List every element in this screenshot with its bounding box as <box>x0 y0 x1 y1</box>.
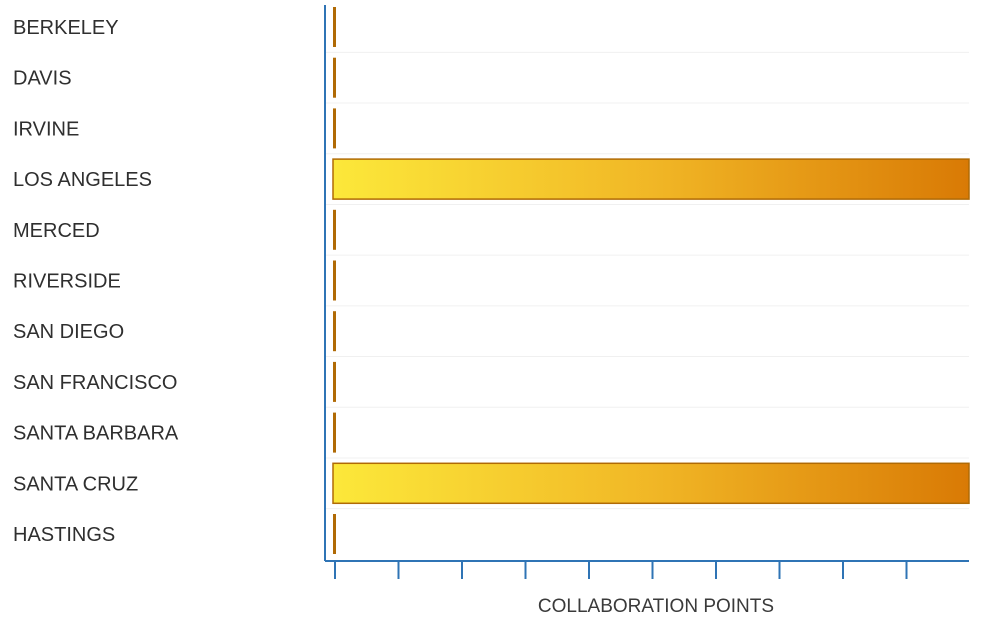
bar <box>332 158 970 200</box>
category-label: SANTA BARBARA <box>13 423 179 445</box>
x-axis-title: COLLABORATION POINTS <box>538 596 774 617</box>
gridlines <box>326 51 969 510</box>
bar <box>333 209 336 250</box>
bar <box>333 361 336 402</box>
bar <box>333 260 336 301</box>
bar <box>333 311 336 352</box>
category-label: HASTINGS <box>13 524 115 546</box>
category-label: SANTA CRUZ <box>13 473 138 495</box>
category-label: BERKELEY <box>13 17 119 39</box>
category-label: SAN FRANCISCO <box>13 372 177 394</box>
bar <box>333 7 336 47</box>
bar <box>332 462 970 505</box>
category-label: IRVINE <box>13 118 79 140</box>
bar <box>333 514 336 554</box>
bar <box>333 57 336 98</box>
category-label: RIVERSIDE <box>13 271 121 293</box>
category-label: SAN DIEGO <box>13 321 124 343</box>
category-label: LOS ANGELES <box>13 169 152 191</box>
category-label: MERCED <box>13 220 100 242</box>
bar <box>333 108 336 149</box>
category-label: DAVIS <box>13 68 72 90</box>
bars <box>332 7 970 554</box>
bar <box>333 412 336 453</box>
x-axis-ticks <box>334 561 908 579</box>
axes <box>324 5 969 579</box>
category-labels: BERKELEY DAVIS IRVINE LOS ANGELES MERCED RIVE… <box>13 17 179 546</box>
